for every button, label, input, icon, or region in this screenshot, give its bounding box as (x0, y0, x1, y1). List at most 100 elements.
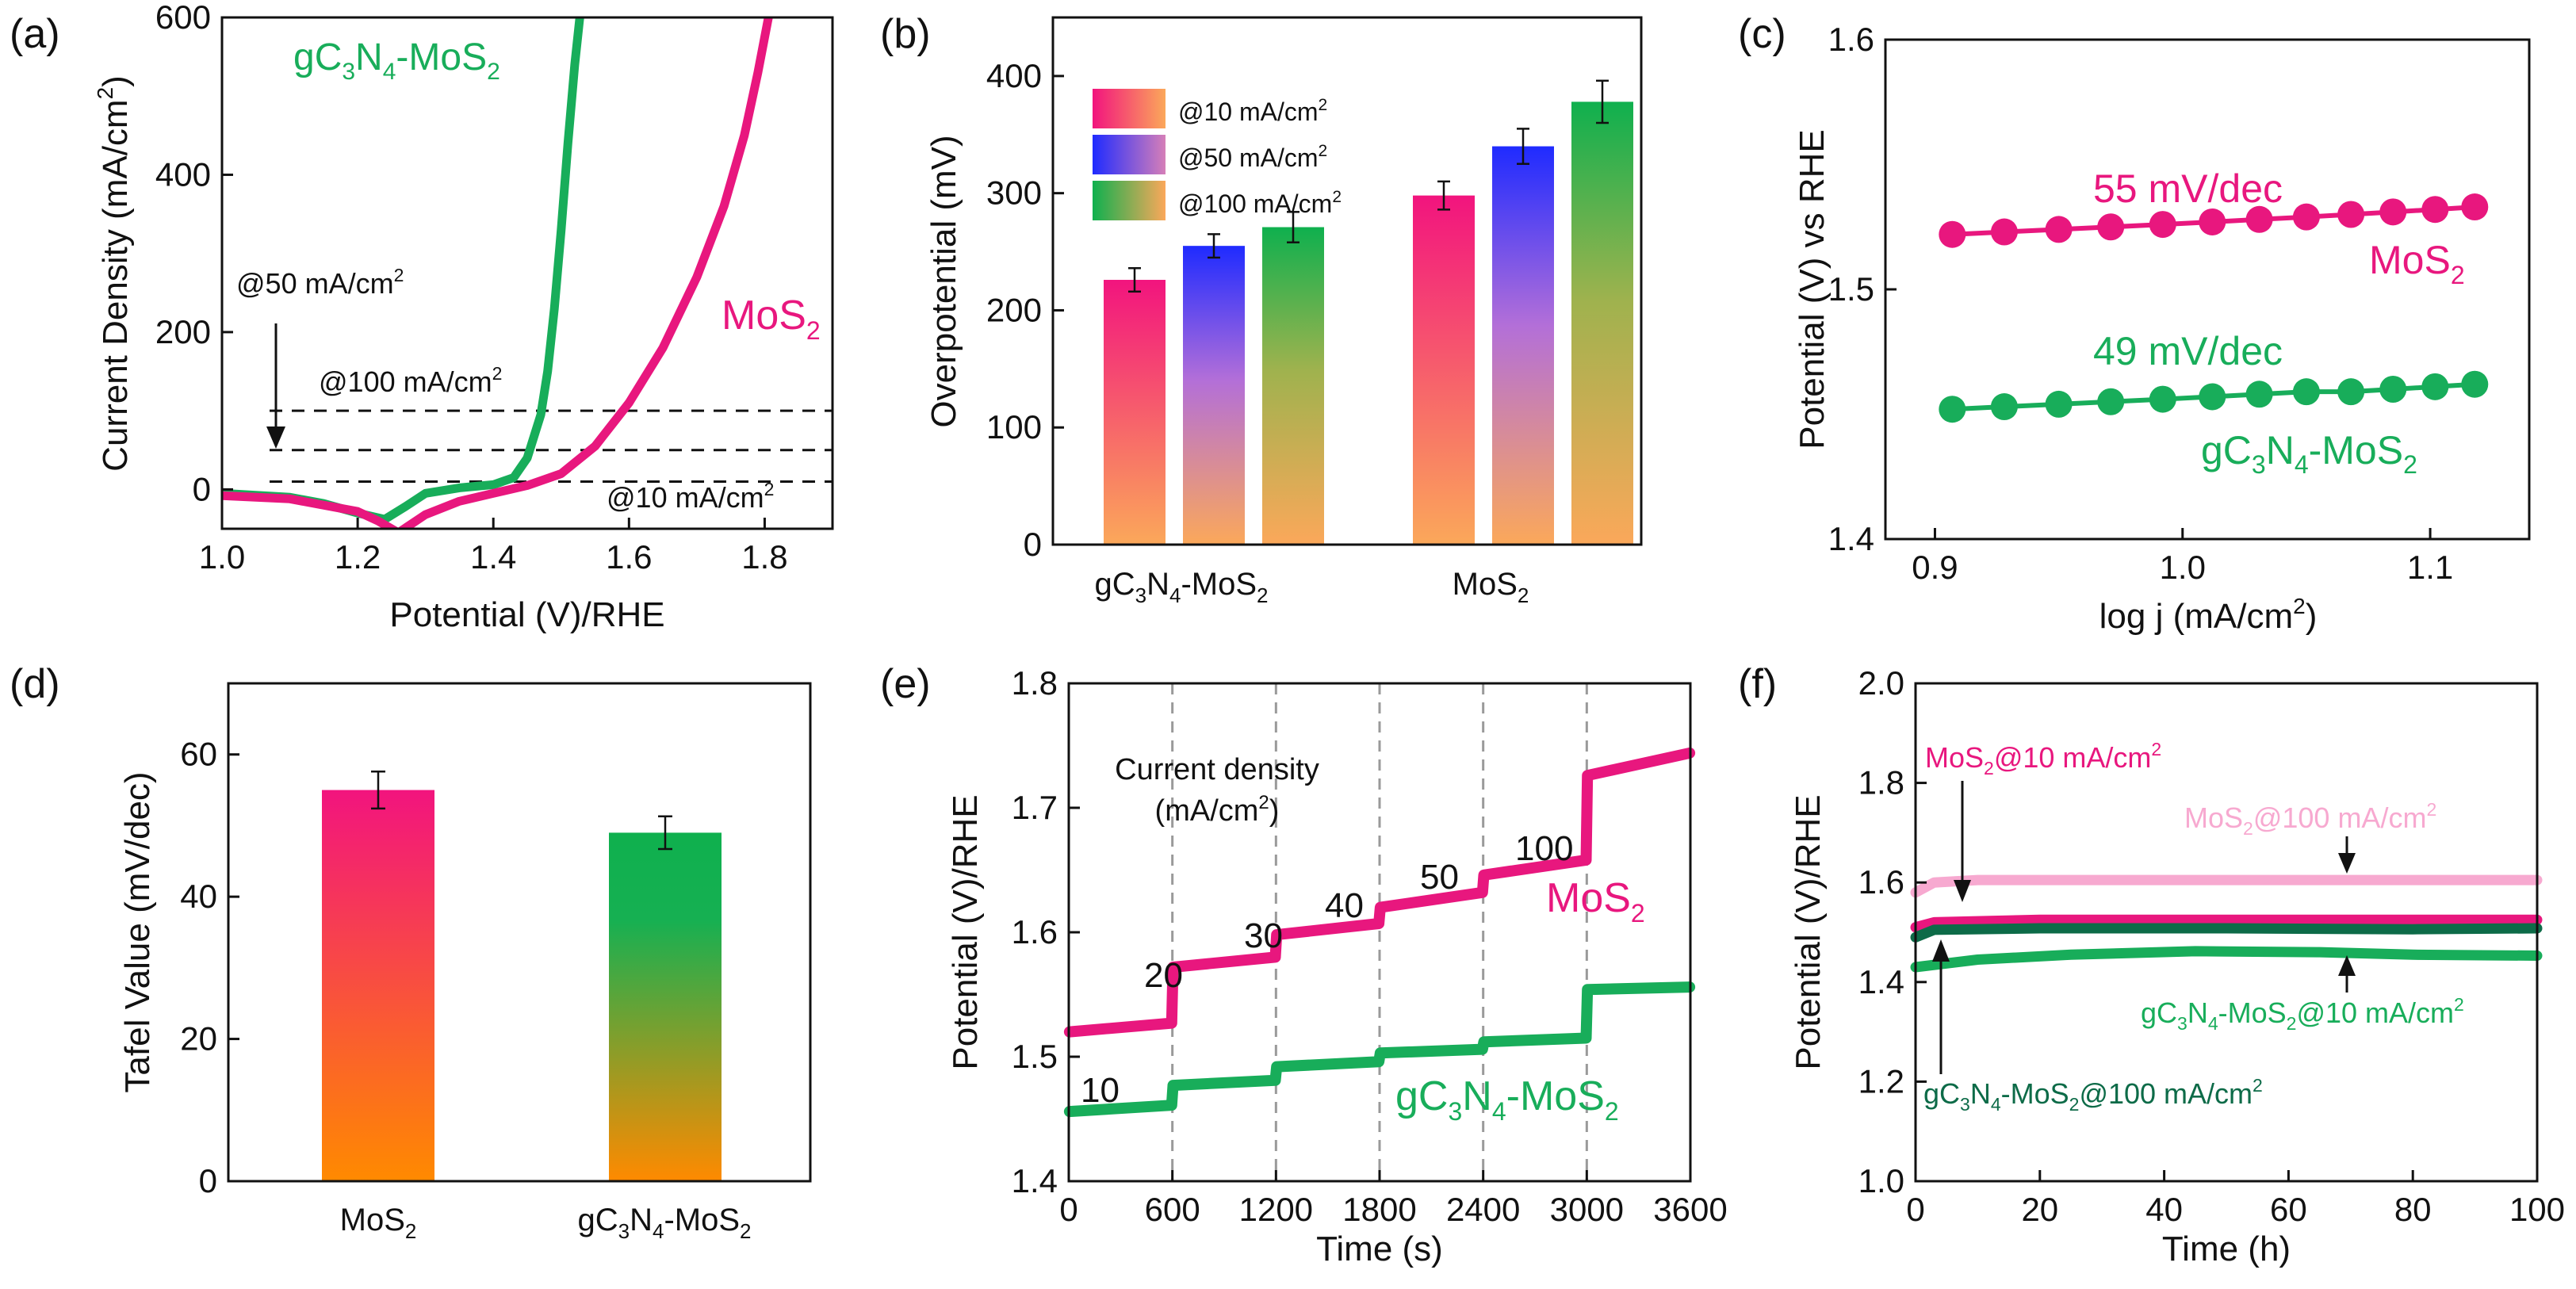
x-tick-label: 60 (2270, 1191, 2307, 1228)
arrow-head-gc-at10 (2338, 955, 2356, 976)
arrow-head-at50 (266, 426, 285, 449)
plot-area (1063, 683, 1696, 1181)
series-label-mos2: MoS2 (722, 293, 821, 345)
x-axis-title: Time (h) (2162, 1230, 2291, 1268)
plot-frame (220, 16, 834, 530)
plot-frame (1914, 682, 2539, 1183)
x-axis: 0.9 1.0 1.1 (1912, 528, 2453, 586)
y-tick-label: 100 (986, 408, 1042, 446)
panel-c-tafel-plot: (c) 1.4 1.5 1.6 0.9 1.0 1.1 Potential (V) vs… (1738, 11, 2531, 636)
panel-label-c: (c) (1738, 11, 1786, 57)
legend-label-10: @10 mA/cm2 (1178, 96, 1327, 126)
panel-label-d: (d) (10, 661, 60, 707)
category-label-mos2: MoS2 (1453, 567, 1529, 607)
y-tick-label: 1.6 (1012, 913, 1058, 950)
data-point-mos2 (2421, 196, 2449, 224)
y-tick-label: 0 (199, 1162, 217, 1199)
x-tick-label: 1.1 (2407, 549, 2453, 586)
legend-label-100: @100 mA/cm2 (1178, 188, 1342, 218)
legend-swatch-50 (1093, 135, 1166, 174)
x-tick-label: 80 (2394, 1191, 2432, 1228)
x-tick-label: 1.6 (606, 538, 652, 576)
y-tick-label: 200 (986, 291, 1042, 328)
plot-area (1910, 874, 2543, 973)
step-label: 30 (1244, 916, 1283, 955)
y-tick-label: 1.8 (1858, 764, 1904, 801)
y-tick-label: 40 (180, 878, 217, 915)
x-tick-label: 20 (2021, 1191, 2058, 1228)
series-group (222, 17, 833, 529)
data-point-mos2 (2045, 216, 2073, 243)
x-axis-title: log j (mA/cm2) (2099, 594, 2318, 636)
x-tick-label: 0 (1906, 1191, 1924, 1228)
plot-area (222, 17, 833, 529)
x-tick-label: 1200 (1239, 1191, 1313, 1228)
x-tick-label: 1.8 (741, 538, 787, 576)
y-tick-label: 1.4 (1012, 1162, 1058, 1199)
y-tick-label: 400 (986, 57, 1042, 94)
y-axis-title: Potential (V) vs RHE (1793, 129, 1832, 449)
data-point-mos2 (2337, 201, 2365, 228)
legend-swatch-10 (1093, 89, 1166, 128)
current-density-unit: (mA/cm2) (1155, 792, 1280, 828)
panel-label-e: (e) (880, 661, 931, 707)
panel-d-tafel-bars: (d) 0 20 40 60 Tafel Value (mV/dec) MoS2 gC… (10, 661, 812, 1243)
x-axis: 0 600 1200 1800 2400 3000 3600 (1059, 1170, 1728, 1228)
x-tick-label: 0 (1059, 1191, 1077, 1228)
category-label-gc3n4-mos2: gC3N4-MoS2 (577, 1203, 751, 1243)
x-tick-label: 40 (2145, 1191, 2183, 1228)
x-axis-title: Time (s) (1316, 1230, 1443, 1268)
y-tick-label: 1.6 (1828, 21, 1874, 58)
x-tick-label: 0.9 (1912, 549, 1958, 586)
legend: @10 mA/cm2 @50 mA/cm2 @100 mA/cm2 (1093, 89, 1342, 220)
series-line-mos2_light (1910, 874, 2543, 898)
x-tick-label: 3000 (1550, 1191, 1624, 1228)
y-tick-label: 600 (155, 0, 211, 36)
data-point-mos2 (1990, 218, 2018, 246)
annotation-at10: @10 mA/cm2 (607, 479, 774, 514)
y-tick-label: 1.7 (1012, 789, 1058, 826)
y-tick-label: 1.4 (1828, 520, 1874, 557)
x-axis: 1.0 1.2 1.4 1.6 1.8 (199, 518, 788, 576)
data-point-gc3n4 (2097, 388, 2125, 415)
y-tick-label: 1.0 (1858, 1162, 1904, 1199)
panel-label-b: (b) (880, 11, 931, 57)
data-point-gc3n4 (2199, 383, 2226, 411)
bar-2-1 (1571, 101, 1633, 545)
x-tick-label: 1.4 (470, 538, 516, 576)
legend-label-50: @50 mA/cm2 (1178, 142, 1327, 172)
step-label: 100 (1515, 829, 1573, 868)
series-label-gc3n4-mos2: gC3N4-MoS2 (293, 36, 500, 85)
y-tick-label: 1.4 (1858, 963, 1904, 1000)
y-axis: 1.4 1.5 1.6 (1828, 21, 1897, 557)
step-label: 50 (1420, 858, 1459, 897)
series-label-gc3n4-mos2: gC3N4-MoS2 (2201, 428, 2417, 479)
data-point-mos2 (2199, 208, 2226, 235)
arrow-head-mos2-at100 (2338, 853, 2356, 874)
y-tick-label: 20 (180, 1020, 217, 1058)
series-line-gc3n4_dark (1910, 923, 2543, 943)
label-gc3n4-mos2-at10: gC3N4-MoS2@10 mA/cm2 (2141, 994, 2464, 1034)
bar-0-1 (1413, 195, 1475, 545)
data-point-mos2 (2461, 193, 2489, 221)
y-tick-label: 1.5 (1012, 1038, 1058, 1075)
y-tick-label: 1.5 (1828, 270, 1874, 308)
label-mos2-at10: MoS2@10 mA/cm2 (1925, 739, 2161, 778)
y-axis: 1.0 1.2 1.4 1.6 1.8 2.0 (1858, 664, 1927, 1199)
label-gc3n4-mos2-at100: gC3N4-MoS2@100 mA/cm2 (1923, 1075, 2263, 1115)
bar-0 (322, 790, 434, 1181)
series-line-gc3n4 (1910, 946, 2543, 973)
category-label-mos2: MoS2 (340, 1203, 417, 1243)
panel-e-multistep-chronopotentiometry: (e) 1.4 1.5 1.6 1.7 1.8 0 600 1200 1800 2400 3000… (880, 661, 1728, 1268)
series-line-mos2 (222, 17, 773, 529)
plot-frame (1051, 16, 1643, 546)
plot-frame (227, 682, 812, 1183)
y-tick-label: 200 (155, 313, 211, 350)
annotation-at50: @50 mA/cm2 (236, 265, 404, 300)
x-tick-label: 600 (1145, 1191, 1200, 1228)
arrow-head-mos2-at10 (1954, 880, 1971, 902)
x-axis: 0 20 40 60 80 100 (1906, 1170, 2565, 1228)
bar-2-0 (1262, 227, 1324, 545)
series-line-gc3n4 (1063, 981, 1696, 1118)
